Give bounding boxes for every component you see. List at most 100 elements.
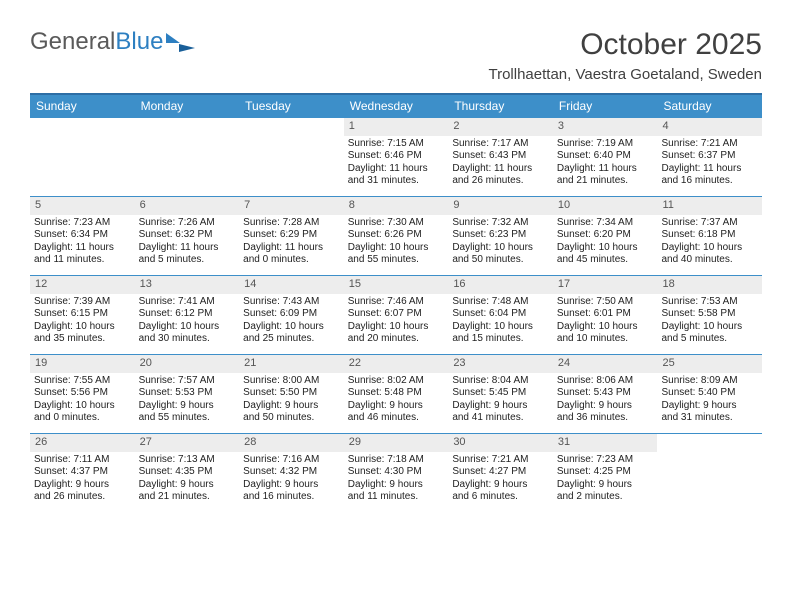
sunset-text: Sunset: 4:30 PM [348,466,445,479]
daylight2-text: and 30 minutes. [139,333,236,346]
sunrise-text: Sunrise: 7:39 AM [34,296,131,309]
day-number: 1 [344,118,449,136]
daylight2-text: and 11 minutes. [34,254,131,267]
day-number: 24 [553,355,658,373]
calendar-cell [135,118,240,196]
sunset-text: Sunset: 6:43 PM [452,150,549,163]
day-number: 15 [344,276,449,294]
sunrise-text: Sunrise: 7:41 AM [139,296,236,309]
calendar-cell: 22Sunrise: 8:02 AMSunset: 5:48 PMDayligh… [344,355,449,433]
sunrise-text: Sunrise: 7:55 AM [34,375,131,388]
daylight2-text: and 55 minutes. [139,412,236,425]
day-info: Sunrise: 7:53 AMSunset: 5:58 PMDaylight:… [657,296,762,346]
sunrise-text: Sunrise: 7:53 AM [661,296,758,309]
sunrise-text: Sunrise: 7:34 AM [557,217,654,230]
calendar-cell: 29Sunrise: 7:18 AMSunset: 4:30 PMDayligh… [344,434,449,512]
daylight2-text: and 31 minutes. [661,412,758,425]
day-number: 16 [448,276,553,294]
day-info: Sunrise: 7:13 AMSunset: 4:35 PMDaylight:… [135,454,240,504]
calendar-cell: 19Sunrise: 7:55 AMSunset: 5:56 PMDayligh… [30,355,135,433]
day-info: Sunrise: 8:02 AMSunset: 5:48 PMDaylight:… [344,375,449,425]
day-number: 18 [657,276,762,294]
sunrise-text: Sunrise: 8:02 AM [348,375,445,388]
day-info: Sunrise: 7:23 AMSunset: 4:25 PMDaylight:… [553,454,658,504]
calendar-cell: 30 Sunrise: 7:21 AMSunset: 4:27 PMDayligh… [448,434,553,512]
day-number: 27 [135,434,240,452]
sunrise-text: Sunrise: 7:19 AM [557,138,654,151]
sunrise-text: Sunrise: 8:04 AM [452,375,549,388]
calendar-cell: 15Sunrise: 7:46 AMSunset: 6:07 PMDayligh… [344,276,449,354]
sunset-text: Sunset: 4:35 PM [139,466,236,479]
day-info: Sunrise: 7:37 AMSunset: 6:18 PMDaylight:… [657,217,762,267]
day-info: Sunrise: 7:32 AMSunset: 6:23 PMDaylight:… [448,217,553,267]
daylight1-text: Daylight: 11 hours [661,163,758,176]
sunrise-text: Sunrise: 7:50 AM [557,296,654,309]
sunset-text: Sunset: 6:09 PM [243,308,340,321]
sunset-text: Sunset: 5:43 PM [557,387,654,400]
sunrise-text: Sunrise: 7:48 AM [452,296,549,309]
calendar-cell: 14 Sunrise: 7:43 AMSunset: 6:09 PMDayligh… [239,276,344,354]
sunrise-text: Sunrise: 7:11 AM [34,454,131,467]
calendar-cell: 25Sunrise: 8:09 AMSunset: 5:40 PMDayligh… [657,355,762,433]
sunset-text: Sunset: 4:37 PM [34,466,131,479]
calendar-cell: 17Sunrise: 7:50 AMSunset: 6:01 PMDayligh… [553,276,658,354]
daylight2-text: and 16 minutes. [243,491,340,504]
sunset-text: Sunset: 6:12 PM [139,308,236,321]
calendar-cell: 2Sunrise: 7:17 AMSunset: 6:43 PMDaylight… [448,118,553,196]
calendar-cell: 16Sunrise: 7:48 AMSunset: 6:04 PMDayligh… [448,276,553,354]
calendar-cell: 10Sunrise: 7:34 AMSunset: 6:20 PMDayligh… [553,197,658,275]
day-label: Tuesday [239,95,344,117]
calendar-document: GeneralBlue October 2025 Trollhaettan, V… [0,0,792,532]
daylight1-text: Daylight: 9 hours [557,400,654,413]
daylight2-text: and 21 minutes. [557,175,654,188]
daylight2-text: and 5 minutes. [661,333,758,346]
day-number: 14 [239,276,344,294]
calendar-cell: 23Sunrise: 8:04 AMSunset: 5:45 PMDayligh… [448,355,553,433]
day-number: 4 [657,118,762,136]
day-info: Sunrise: 7:18 AMSunset: 4:30 PMDaylight:… [344,454,449,504]
day-number: 21 [239,355,344,373]
sunrise-text: Sunrise: 7:43 AM [243,296,340,309]
sunset-text: Sunset: 5:40 PM [661,387,758,400]
sunrise-text: Sunrise: 7:13 AM [139,454,236,467]
calendar-cell: 7Sunrise: 7:28 AMSunset: 6:29 PMDaylight… [239,197,344,275]
daylight2-text: and 26 minutes. [34,491,131,504]
day-info: Sunrise: 7:26 AMSunset: 6:32 PMDaylight:… [135,217,240,267]
day-number: 31 [553,434,658,452]
sunrise-text: Sunrise: 8:06 AM [557,375,654,388]
sunrise-text: Sunrise: 7:23 AM [34,217,131,230]
sunrise-text: Sunrise: 7:23 AM [557,454,654,467]
day-number: 6 [135,197,240,215]
day-number: 3 [553,118,658,136]
day-label: Thursday [448,95,553,117]
day-number: 19 [30,355,135,373]
sunset-text: Sunset: 6:20 PM [557,229,654,242]
daylight1-text: Daylight: 11 hours [452,163,549,176]
sunset-text: Sunset: 6:40 PM [557,150,654,163]
weeks-container: 1Sunrise: 7:15 AMSunset: 6:46 PMDaylight… [30,117,762,512]
calendar-cell: 12Sunrise: 7:39 AMSunset: 6:15 PMDayligh… [30,276,135,354]
location-subtitle: Trollhaettan, Vaestra Goetaland, Sweden [488,66,762,83]
day-number: 23 [448,355,553,373]
daylight2-text: and 35 minutes. [34,333,131,346]
day-info: Sunrise: 7:21 AMSunset: 4:27 PMDaylight:… [448,454,553,504]
calendar-cell: 13Sunrise: 7:41 AMSunset: 6:12 PMDayligh… [135,276,240,354]
daylight1-text: Daylight: 10 hours [34,321,131,334]
calendar-cell: 31 Sunrise: 7:23 AMSunset: 4:25 PMDayligh… [553,434,658,512]
day-info: Sunrise: 8:09 AMSunset: 5:40 PMDaylight:… [657,375,762,425]
day-info: Sunrise: 7:28 AMSunset: 6:29 PMDaylight:… [239,217,344,267]
sunset-text: Sunset: 6:29 PM [243,229,340,242]
day-info: Sunrise: 7:50 AMSunset: 6:01 PMDaylight:… [553,296,658,346]
day-info: Sunrise: 7:30 AMSunset: 6:26 PMDaylight:… [344,217,449,267]
daylight2-text: and 50 minutes. [452,254,549,267]
daylight1-text: Daylight: 10 hours [243,321,340,334]
daylight2-text: and 45 minutes. [557,254,654,267]
daylight1-text: Daylight: 9 hours [452,479,549,492]
daylight1-text: Daylight: 9 hours [661,400,758,413]
calendar-cell: 28Sunrise: 7:16 AMSunset: 4:32 PMDayligh… [239,434,344,512]
calendar-cell: 26Sunrise: 7:11 AMSunset: 4:37 PMDayligh… [30,434,135,512]
day-number: 30 [448,434,553,452]
sunset-text: Sunset: 6:37 PM [661,150,758,163]
calendar-cell: 8Sunrise: 7:30 AMSunset: 6:26 PMDaylight… [344,197,449,275]
calendar-week: 19Sunrise: 7:55 AMSunset: 5:56 PMDayligh… [30,354,762,433]
